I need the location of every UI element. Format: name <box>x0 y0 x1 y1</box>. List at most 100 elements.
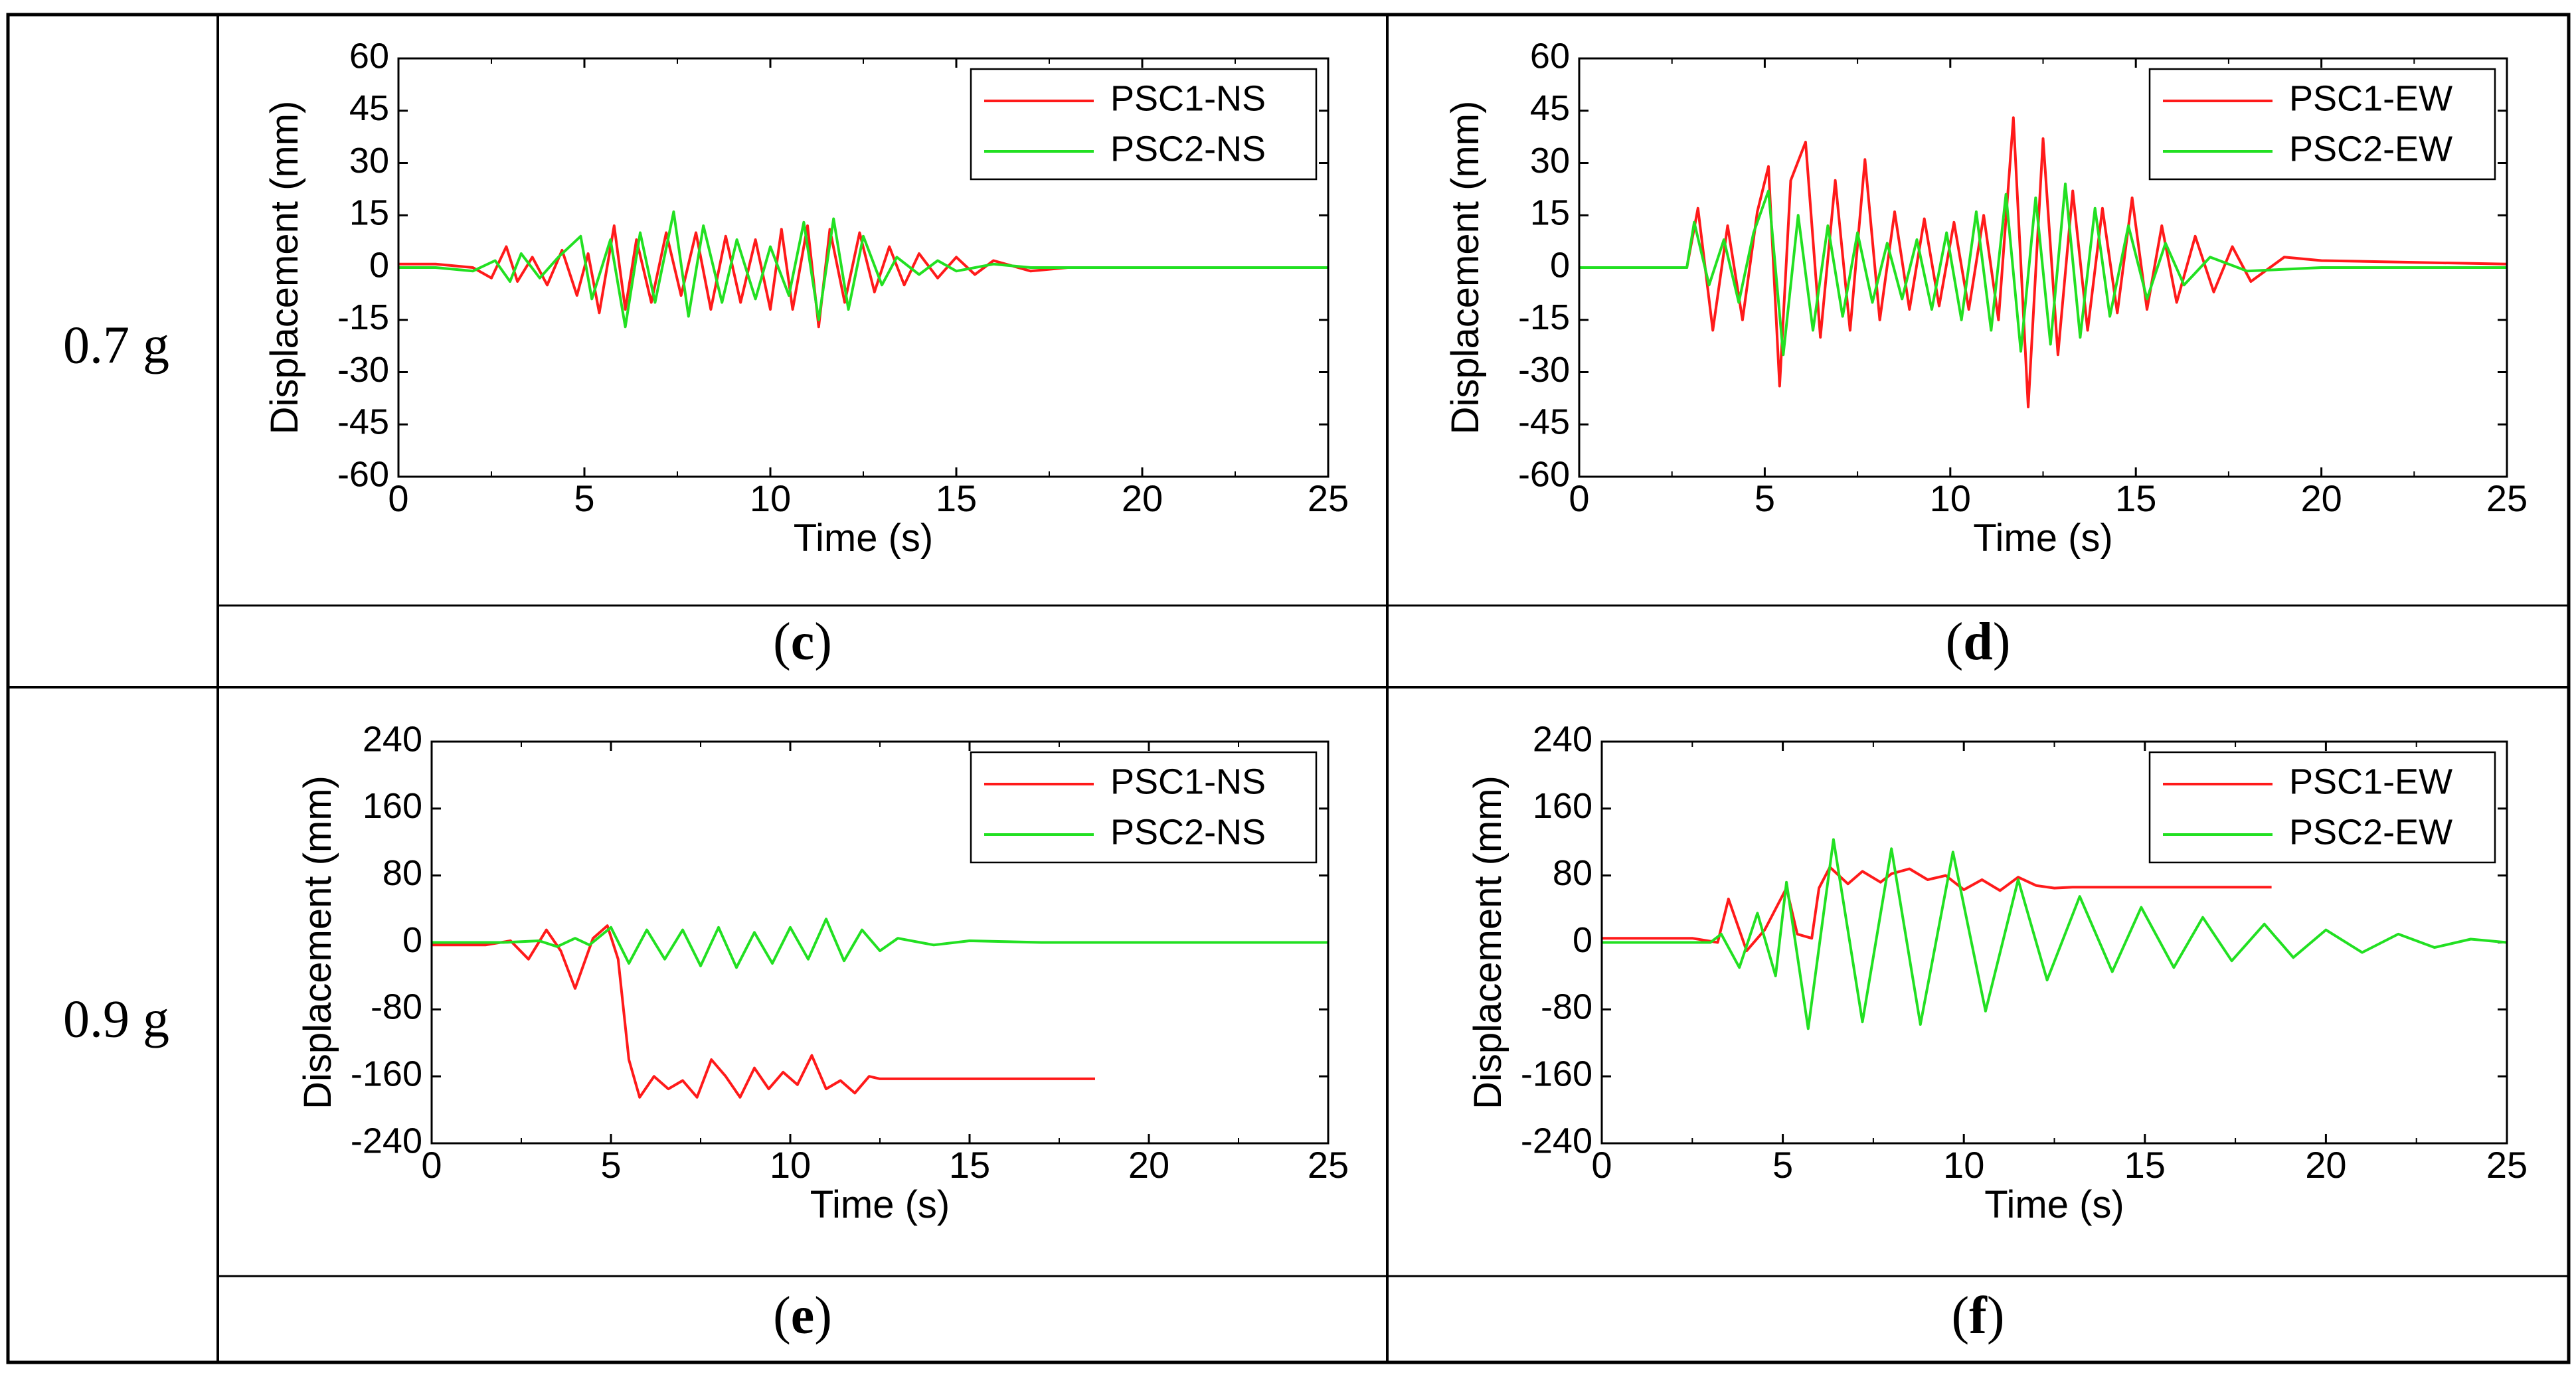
legend-label: PSC2-NS <box>1110 129 1266 169</box>
legend: PSC1-EW PSC2-EW <box>2148 68 2496 181</box>
series-line-psc2-ew <box>1579 183 2507 357</box>
x-tick-label: 0 <box>1591 1144 1612 1186</box>
y-tick-label: -80 <box>371 987 422 1027</box>
y-tick-label: 60 <box>1530 36 1570 76</box>
y-tick-label: 0 <box>369 245 389 285</box>
x-tick-label: 20 <box>2300 477 2342 519</box>
legend-label: PSC1-EW <box>2289 762 2452 801</box>
legend-label: PSC1-NS <box>1110 762 1266 801</box>
caption-letter: f <box>1969 1287 1988 1345</box>
y-tick-label: 240 <box>1533 719 1592 759</box>
y-tick-label: 80 <box>383 853 422 893</box>
y-tick-label: -30 <box>1518 350 1570 390</box>
series-line-psc2-ns <box>398 210 1328 329</box>
y-tick-label: 240 <box>363 719 422 759</box>
plot-frame <box>1600 740 2508 1145</box>
series-line-psc1-ns <box>432 924 1095 1099</box>
y-tick-label: -60 <box>1518 454 1570 494</box>
x-tick-label: 20 <box>1128 1144 1169 1186</box>
x-tick-label: 25 <box>2486 1144 2528 1186</box>
caption-paren: ( <box>1952 1287 1970 1345</box>
legend-box <box>970 68 1318 181</box>
x-tick-label: 25 <box>2486 477 2528 519</box>
caption-paren: ) <box>814 613 832 671</box>
y-tick-label: 80 <box>1553 853 1592 893</box>
y-tick-label: -15 <box>337 297 389 337</box>
x-tick-label: 15 <box>2115 477 2156 519</box>
y-tick-label: -80 <box>1541 987 1592 1027</box>
x-tick-label: 5 <box>1755 477 1775 519</box>
series-line-psc2-ew <box>1602 838 2507 1030</box>
x-tick-label: 10 <box>770 1144 811 1186</box>
x-axis-label: Time (s) <box>810 1183 950 1226</box>
x-tick-label: 20 <box>1122 477 1163 519</box>
caption-paren: ( <box>773 613 791 671</box>
legend-box <box>970 751 1318 864</box>
plot-frame <box>430 740 1330 1145</box>
y-tick-label: 0 <box>402 920 422 960</box>
y-tick-label: 15 <box>349 193 389 233</box>
caption-paren: ( <box>773 1287 791 1345</box>
legend-label: PSC2-EW <box>2289 812 2452 852</box>
y-tick-label: -160 <box>351 1054 422 1093</box>
y-tick-label: -60 <box>337 454 389 494</box>
x-tick-label: 0 <box>421 1144 442 1186</box>
panel-caption: (e) <box>773 1287 832 1345</box>
series-line-psc1-ew <box>1579 116 2507 408</box>
legend-label: PSC2-EW <box>2289 129 2452 169</box>
x-tick-label: 10 <box>750 477 791 519</box>
y-tick-label: 160 <box>1533 786 1592 826</box>
series-line-psc2-ns <box>432 918 1328 969</box>
caption-paren: ) <box>814 1287 832 1345</box>
y-tick-label: -240 <box>351 1121 422 1161</box>
y-tick-label: 45 <box>1530 88 1570 128</box>
y-tick-label: -45 <box>1518 402 1570 442</box>
x-tick-label: 0 <box>1569 477 1589 519</box>
row-label: 0.7 g <box>63 316 169 374</box>
x-tick-label: 15 <box>2124 1144 2166 1186</box>
x-tick-label: 0 <box>388 477 408 519</box>
caption-paren: ) <box>1993 613 2011 671</box>
x-axis-label: Time (s) <box>794 517 933 560</box>
x-axis-label: Time (s) <box>1984 1183 2124 1226</box>
caption-paren: ) <box>1987 1287 2005 1345</box>
panel-caption: (f) <box>1952 1287 2005 1345</box>
y-tick-label: 160 <box>363 786 422 826</box>
y-tick-label: -15 <box>1518 297 1570 337</box>
y-axis-label: Displacement (mm) <box>263 101 306 435</box>
caption-letter: e <box>791 1287 815 1345</box>
plot-frame <box>1578 57 2508 478</box>
x-tick-label: 10 <box>1930 477 1971 519</box>
x-tick-label: 5 <box>600 1144 621 1186</box>
legend-label: PSC1-NS <box>1110 78 1266 118</box>
x-tick-label: 5 <box>574 477 594 519</box>
legend-label: PSC1-EW <box>2289 78 2452 118</box>
panel-caption: (c) <box>773 613 832 671</box>
y-axis-label: Displacement (mm) <box>1466 775 1509 1109</box>
plot-frame <box>397 57 1330 478</box>
y-tick-label: 0 <box>1550 245 1570 285</box>
x-tick-label: 5 <box>1772 1144 1793 1186</box>
y-tick-label: -45 <box>337 402 389 442</box>
legend: PSC1-NS PSC2-NS <box>970 68 1318 181</box>
caption-letter: d <box>1963 613 1993 671</box>
series-line-psc1-ns <box>398 224 1328 329</box>
row-label: 0.9 g <box>63 990 169 1048</box>
caption-letter: c <box>791 613 815 671</box>
y-tick-label: 15 <box>1530 193 1570 233</box>
y-tick-label: -30 <box>337 350 389 390</box>
x-tick-label: 15 <box>936 477 977 519</box>
series-line-psc1-ew <box>1602 866 2272 953</box>
x-tick-label: 20 <box>2305 1144 2346 1186</box>
y-tick-label: 0 <box>1573 920 1592 960</box>
y-axis-label: Displacement (mm) <box>1444 101 1487 435</box>
x-tick-label: 10 <box>1943 1144 1984 1186</box>
y-tick-label: 30 <box>1530 141 1570 181</box>
legend: PSC1-NS PSC2-NS <box>970 751 1318 864</box>
x-tick-label: 25 <box>1308 1144 1349 1186</box>
